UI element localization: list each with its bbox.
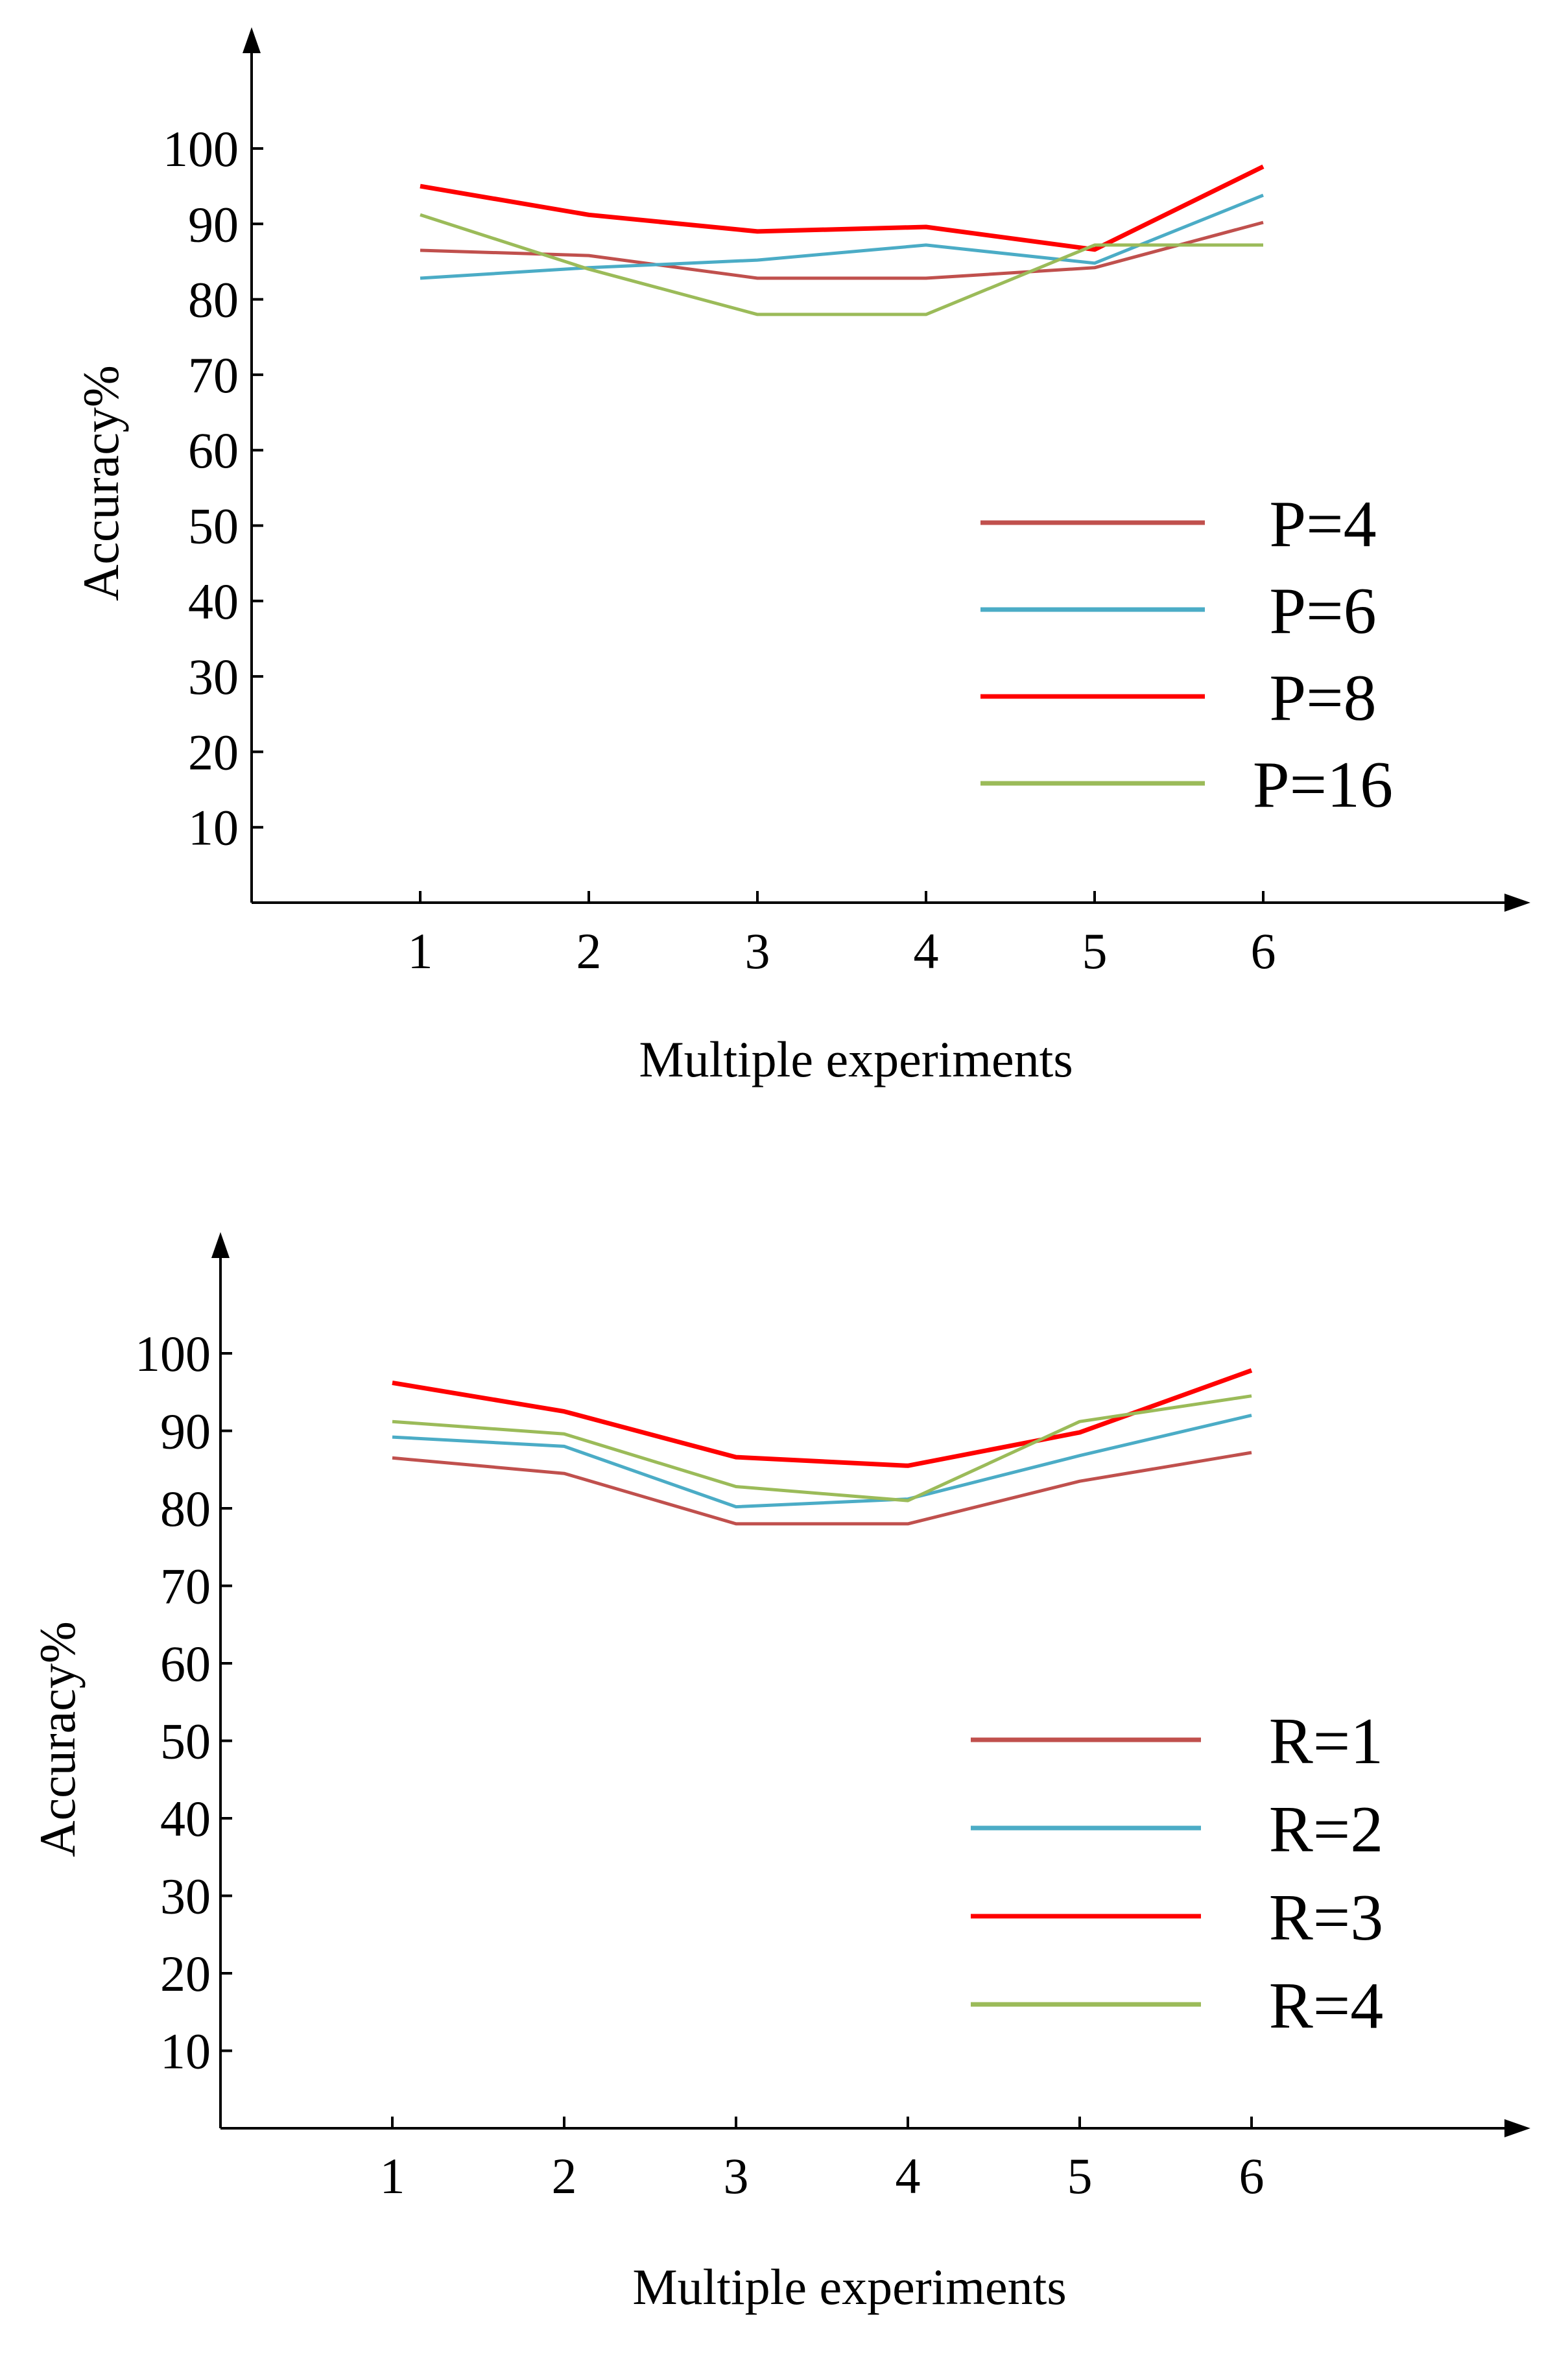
x-tick-label: 3: [745, 923, 770, 979]
series-line-r-1: [392, 1451, 1252, 1526]
legend-label: R=1: [1269, 1705, 1384, 1778]
x-tick-label: 4: [896, 2148, 921, 2204]
y-axis-title: Accuracy%: [29, 1621, 86, 1857]
x-tick-label: 2: [552, 2148, 577, 2204]
x-tick-label: 6: [1251, 923, 1276, 979]
y-tick-label: 80: [188, 272, 239, 328]
legend-label: R=3: [1269, 1881, 1384, 1954]
legend-label: P=8: [1269, 661, 1376, 735]
y-tick-label: 40: [188, 573, 239, 630]
series-line-p-6: [420, 193, 1264, 280]
chart-p-values: 1 2 3 4 5 6 10 20 30 40 50 60 70 80 90 100 Multiple expe…: [73, 27, 1530, 1087]
x-tick-label: 6: [1239, 2148, 1265, 2204]
legend-label: R=4: [1269, 1969, 1384, 2043]
series-line-r-2: [392, 1414, 1252, 1509]
y-tick-label: 50: [160, 1713, 211, 1770]
x-tick-label: 3: [724, 2148, 749, 2204]
x-axis-title: Multiple experiments: [632, 2259, 1066, 2315]
y-tick-label: 30: [160, 1868, 211, 1925]
y-tick-label: 80: [160, 1480, 211, 1537]
y-tick-label: 70: [160, 1558, 211, 1615]
y-tick-label: 30: [188, 648, 239, 705]
x-tick-label: 5: [1067, 2148, 1093, 2204]
x-tick-label: 1: [408, 923, 433, 979]
y-tick-label: 100: [163, 121, 239, 177]
y-tick-label: 50: [188, 498, 239, 554]
y-axis-title: Accuracy%: [73, 365, 129, 601]
y-tick-label: 10: [188, 800, 239, 856]
series-line-r-4: [392, 1394, 1252, 1502]
y-tick-label: 60: [160, 1635, 211, 1692]
y-tick-label: 20: [188, 724, 239, 780]
x-tick-label: 1: [380, 2148, 405, 2204]
y-tick-label: 70: [188, 347, 239, 403]
chart-r-values: 1 2 3 4 5 6 10 20 30 40 50 60 70 80 90 100 Multiple expe…: [29, 1232, 1530, 2315]
legend-label: P=16: [1253, 748, 1393, 822]
y-tick-label: 20: [160, 1945, 211, 2002]
y-axis-arrow: [243, 27, 261, 53]
y-tick-label: 90: [188, 196, 239, 252]
x-axis-arrow: [1504, 2119, 1530, 2137]
x-tick-label: 5: [1082, 923, 1108, 979]
series-line-p-16: [420, 213, 1263, 316]
legend-label: P=4: [1269, 488, 1376, 561]
y-tick-label: 60: [188, 422, 239, 479]
x-tick-label: 4: [914, 923, 939, 979]
x-axis-title: Multiple experiments: [639, 1031, 1073, 1087]
series-line-p-4: [420, 220, 1264, 280]
x-tick-label: 2: [576, 923, 602, 979]
legend-label: R=2: [1269, 1793, 1384, 1866]
series-line-r-3: [392, 1368, 1253, 1468]
y-tick-label: 100: [135, 1325, 211, 1382]
y-axis-arrow: [211, 1232, 230, 1258]
series-line-p-8: [420, 164, 1265, 252]
x-axis-arrow: [1504, 894, 1530, 912]
y-tick-label: 90: [160, 1403, 211, 1460]
y-tick-label: 40: [160, 1790, 211, 1847]
legend-label: P=6: [1269, 575, 1376, 648]
y-tick-label: 10: [160, 2023, 211, 2080]
